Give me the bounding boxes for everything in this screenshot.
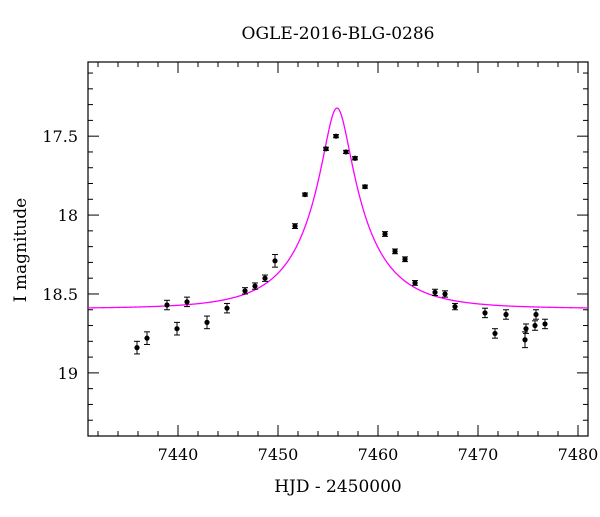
- data-point-marker: [144, 335, 150, 341]
- data-point-marker: [343, 149, 349, 155]
- data-point: [302, 191, 308, 198]
- data-point-marker: [204, 319, 210, 325]
- data-points-layer: [134, 133, 548, 355]
- data-point-marker: [292, 223, 298, 229]
- data-point-marker: [333, 133, 339, 139]
- data-point: [522, 331, 528, 349]
- data-point-marker: [442, 291, 448, 297]
- y-tick-label: 19: [58, 364, 78, 383]
- data-point-marker: [382, 231, 388, 237]
- data-point-marker: [252, 283, 258, 289]
- data-point-marker: [432, 289, 438, 295]
- data-point: [533, 309, 539, 320]
- model-curve-layer: [88, 107, 588, 309]
- data-point-marker: [522, 337, 528, 343]
- data-point: [164, 299, 170, 311]
- x-axis-ticks: [97, 62, 579, 436]
- x-tick-label: 7440: [158, 445, 199, 464]
- data-point: [482, 307, 488, 319]
- data-point-marker: [272, 258, 278, 264]
- y-axis-ticks: [88, 72, 588, 437]
- data-point: [292, 223, 298, 229]
- data-point: [442, 290, 448, 298]
- data-point: [242, 287, 248, 295]
- data-point-marker: [323, 146, 329, 152]
- data-point: [523, 323, 529, 334]
- data-point-marker: [352, 155, 358, 161]
- x-tick-label: 7460: [358, 445, 399, 464]
- x-tick-label: 7450: [258, 445, 299, 464]
- plot-frame: [87, 61, 589, 437]
- data-point: [392, 248, 398, 255]
- data-point-marker: [412, 280, 418, 286]
- data-point-marker: [533, 311, 539, 318]
- data-point-marker: [402, 256, 408, 262]
- data-point-marker: [362, 184, 368, 190]
- data-point-marker: [224, 305, 230, 311]
- data-point: [204, 315, 210, 330]
- chart-title: OGLE-2016-BLG-0286: [242, 24, 435, 44]
- model-curve: [88, 107, 588, 309]
- y-tick-label: 17.5: [42, 127, 78, 146]
- data-point: [432, 288, 438, 297]
- data-point: [452, 302, 458, 311]
- x-axis-tick-labels: 7440 7450 7460 7470 7480: [158, 445, 599, 464]
- data-point: [352, 155, 358, 161]
- data-point-marker: [262, 275, 268, 281]
- data-point-marker: [482, 310, 488, 316]
- data-point: [492, 328, 498, 339]
- data-point: [402, 256, 408, 263]
- data-point: [532, 320, 538, 331]
- data-point: [343, 149, 349, 155]
- data-point: [412, 280, 418, 286]
- data-point: [252, 282, 258, 290]
- y-axis-tick-labels: 17.5 18 18.5 19: [42, 127, 78, 383]
- x-axis-label: HJD - 2450000: [274, 477, 402, 497]
- data-point-marker: [134, 345, 140, 351]
- data-point: [382, 231, 388, 237]
- data-point-marker: [523, 326, 529, 332]
- data-point-marker: [164, 302, 170, 308]
- y-tick-label: 18: [58, 206, 78, 225]
- data-point-marker: [174, 326, 180, 332]
- x-tick-label: 7470: [458, 445, 499, 464]
- data-point-marker: [503, 311, 509, 318]
- data-point-marker: [492, 330, 498, 337]
- data-point: [134, 340, 140, 355]
- data-point: [174, 321, 180, 336]
- data-point-marker: [452, 303, 458, 310]
- data-point-marker: [392, 248, 398, 254]
- data-point: [144, 331, 150, 345]
- data-point-marker: [242, 288, 248, 294]
- y-axis-label: I magnitude: [11, 198, 31, 302]
- plot-border: [87, 61, 589, 437]
- data-point: [542, 318, 548, 330]
- data-point-marker: [532, 322, 538, 329]
- y-tick-label: 18.5: [42, 285, 78, 304]
- x-tick-label: 7480: [558, 445, 599, 464]
- data-point: [323, 146, 329, 152]
- data-point: [503, 309, 509, 320]
- data-point-marker: [184, 299, 190, 305]
- data-point-marker: [302, 191, 308, 198]
- data-point: [272, 254, 278, 268]
- data-point-marker: [542, 321, 548, 327]
- data-point: [184, 296, 190, 308]
- data-point: [362, 184, 368, 190]
- data-point: [224, 302, 230, 314]
- data-point: [262, 274, 268, 282]
- data-point: [333, 133, 339, 139]
